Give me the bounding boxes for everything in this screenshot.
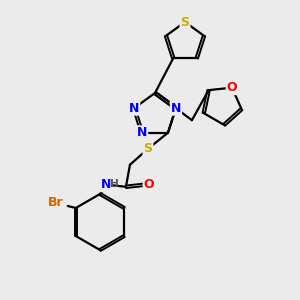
Text: S: S: [181, 16, 190, 28]
Text: O: O: [144, 178, 154, 191]
Text: H: H: [110, 179, 118, 189]
Text: O: O: [227, 81, 237, 94]
Text: N: N: [101, 178, 111, 191]
Text: N: N: [129, 102, 139, 115]
Text: N: N: [137, 126, 147, 139]
Text: N: N: [171, 102, 181, 115]
Text: Br: Br: [48, 196, 64, 208]
Text: S: S: [143, 142, 152, 155]
